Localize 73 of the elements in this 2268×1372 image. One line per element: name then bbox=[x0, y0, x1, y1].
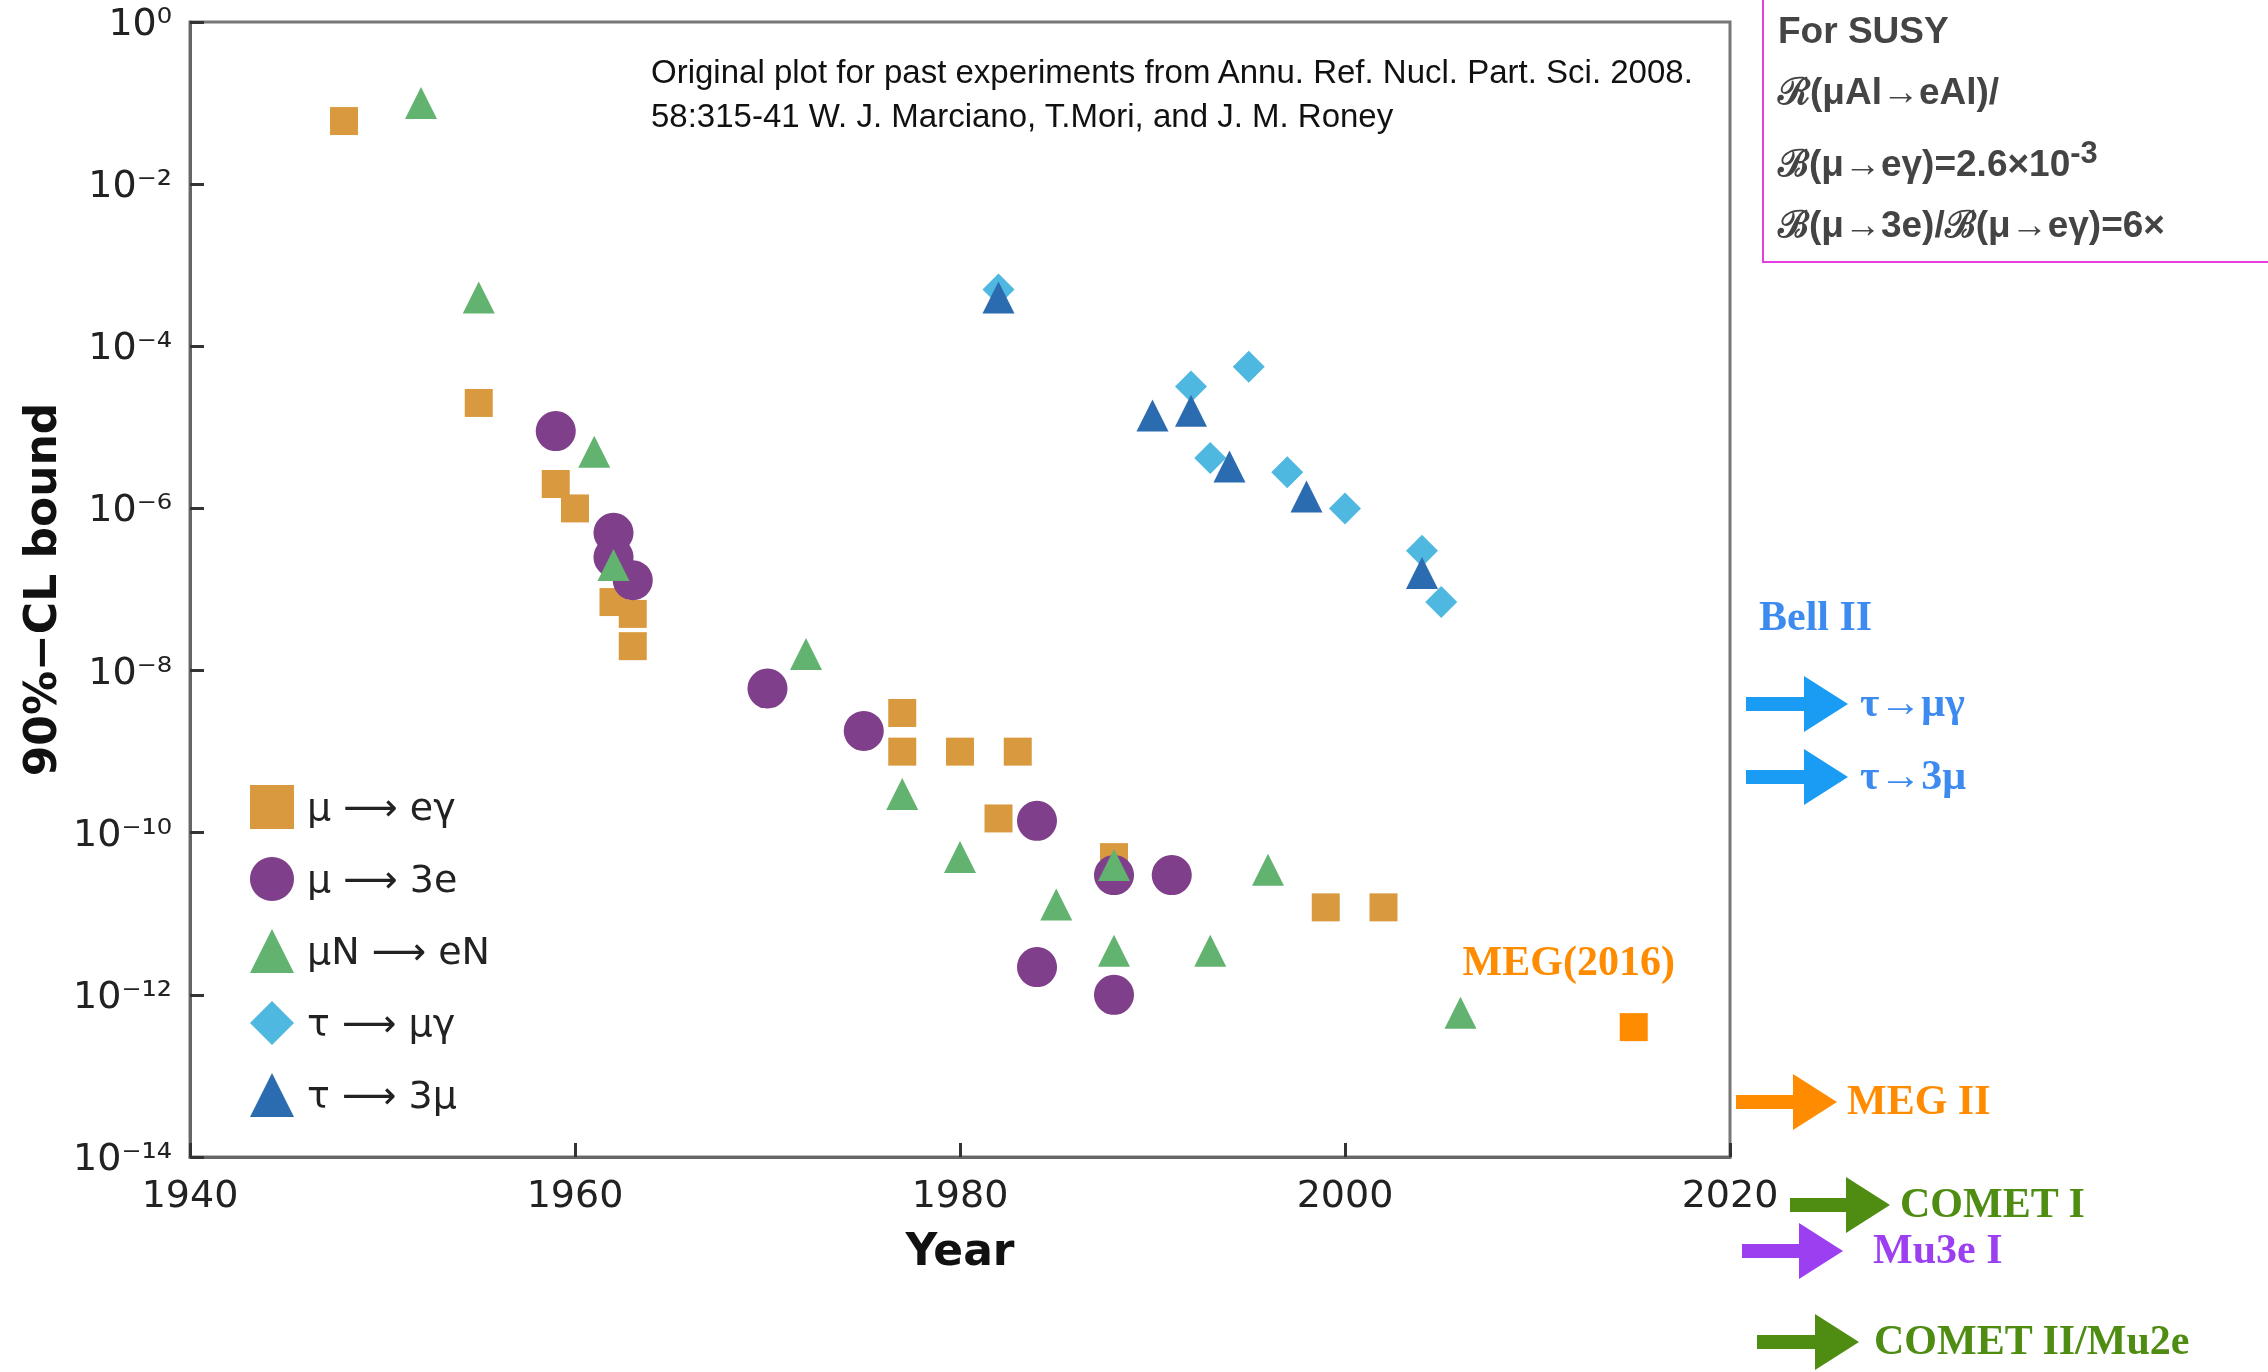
point bbox=[790, 638, 822, 671]
y-tick-label: 10⁻¹⁰ bbox=[73, 810, 172, 855]
text: Bell II bbox=[1759, 593, 1873, 639]
x-tick-label: 2020 bbox=[1681, 1172, 1779, 1216]
point bbox=[982, 281, 1015, 314]
point bbox=[1040, 888, 1073, 921]
point bbox=[843, 710, 884, 751]
point bbox=[464, 388, 493, 417]
text: τ→3μ bbox=[1860, 752, 1967, 798]
point bbox=[1003, 737, 1032, 766]
point bbox=[747, 668, 788, 709]
point bbox=[888, 698, 917, 727]
point bbox=[1017, 947, 1057, 988]
point bbox=[946, 737, 974, 766]
point bbox=[1213, 450, 1246, 483]
annotation: MEG(2016) bbox=[1462, 938, 1675, 985]
point bbox=[1311, 893, 1340, 922]
point bbox=[1017, 800, 1057, 841]
point bbox=[984, 804, 1013, 833]
point bbox=[1175, 370, 1207, 403]
annotation: Original plot for past experiments from Annu. Ref. Nucl. Part. Sci. 2008. 58:315-41 W. J. Marciano, T.Mori, and J. M. Roney bbox=[651, 53, 1693, 134]
x-tick-label: 1980 bbox=[911, 1172, 1009, 1216]
point bbox=[1271, 456, 1304, 489]
point bbox=[1094, 974, 1134, 1015]
point bbox=[578, 435, 611, 468]
point bbox=[618, 599, 647, 628]
y-tick-label: 10⁻² bbox=[88, 162, 172, 207]
legend-label: τ ⟶ μγ bbox=[307, 1001, 456, 1045]
point bbox=[1369, 893, 1398, 922]
legend-label: μN ⟶ eN bbox=[307, 929, 491, 973]
text: COMET II/Mu2e bbox=[1874, 1317, 2190, 1363]
point bbox=[462, 281, 495, 314]
point bbox=[1425, 586, 1458, 619]
y-tick-label: 10⁻⁸ bbox=[88, 648, 172, 693]
point bbox=[1175, 394, 1207, 427]
y-tick-label: 10⁻¹² bbox=[73, 972, 172, 1017]
point bbox=[1290, 480, 1323, 513]
point bbox=[597, 549, 630, 582]
point bbox=[535, 411, 576, 452]
text: COMET I bbox=[1900, 1180, 2085, 1226]
point bbox=[1444, 996, 1477, 1029]
y-tick-label: 10⁻⁶ bbox=[88, 486, 172, 531]
text: MEG II bbox=[1847, 1077, 1991, 1123]
point bbox=[1329, 492, 1361, 525]
y-axis-title: 90%−CL bound bbox=[14, 402, 66, 777]
point bbox=[944, 841, 976, 874]
x-tick-label: 1960 bbox=[526, 1172, 624, 1216]
y-tick-label: 10⁻⁴ bbox=[88, 324, 172, 369]
point bbox=[1194, 441, 1227, 474]
text: τ→μγ bbox=[1860, 679, 1965, 725]
legend-label: μ ⟶ 3e bbox=[307, 857, 458, 901]
point bbox=[1406, 556, 1438, 589]
y-tick-label: 10⁰ bbox=[108, 0, 172, 44]
point bbox=[888, 737, 917, 766]
point bbox=[886, 778, 919, 811]
text: For SUSY ℛ(μAl→eAl)/ ℬ(μ→eγ)=2.6×10$^{-3}$ ℬ(μ→3e)/ℬ(μ→eγ)=6× bbox=[1778, 10, 2165, 246]
point bbox=[541, 470, 570, 499]
point bbox=[330, 107, 358, 136]
text: Mu3e I bbox=[1873, 1226, 2003, 1272]
point bbox=[1232, 350, 1265, 383]
x-tick-label: 2000 bbox=[1296, 1172, 1394, 1216]
point bbox=[1151, 855, 1192, 896]
point bbox=[1194, 934, 1227, 967]
legend-label: τ ⟶ 3μ bbox=[307, 1073, 457, 1117]
x-axis-title: Year bbox=[904, 1223, 1015, 1275]
point bbox=[405, 87, 437, 120]
point bbox=[1136, 399, 1169, 432]
point bbox=[1619, 1013, 1648, 1042]
point bbox=[1252, 853, 1284, 886]
point bbox=[618, 632, 647, 661]
point bbox=[561, 494, 589, 523]
legend-label: μ ⟶ eγ bbox=[307, 785, 456, 829]
point bbox=[1098, 934, 1130, 967]
